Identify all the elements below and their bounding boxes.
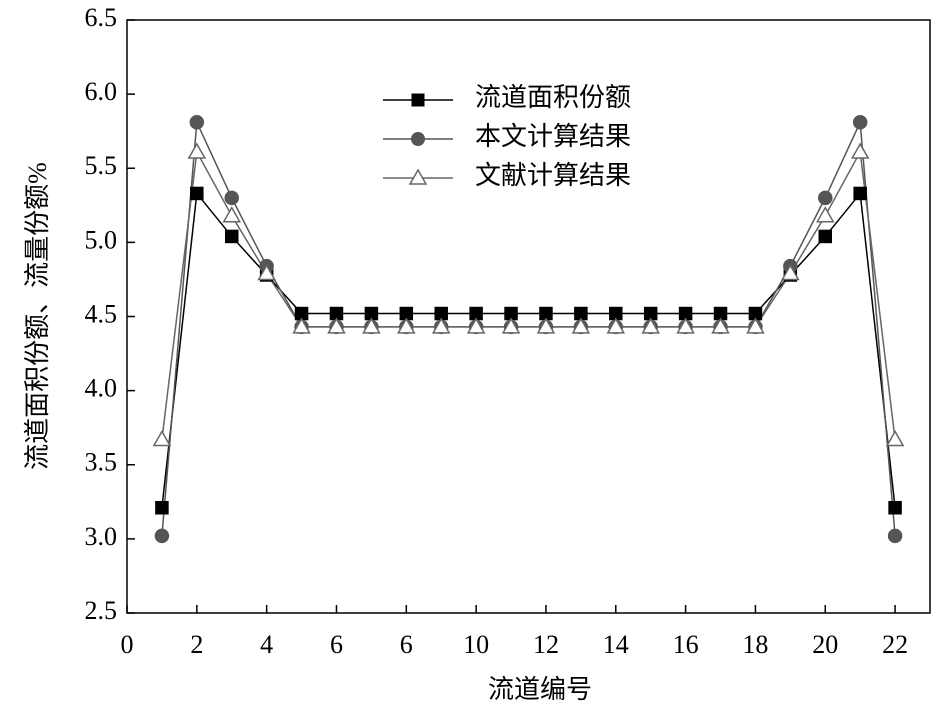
square-marker — [888, 500, 902, 515]
legend-marker — [408, 168, 428, 185]
x-tick-label: 4 — [260, 630, 273, 659]
x-tick-label: 2 — [190, 630, 203, 659]
y-tick-label: 6.5 — [85, 3, 118, 32]
legend-label: 流道面积份额 — [475, 83, 631, 112]
triangle-marker — [431, 317, 451, 334]
y-axis-label: 流道面积份额、流量份额% — [23, 162, 52, 470]
triangle-marker — [676, 317, 695, 334]
triangle-marker — [571, 317, 591, 334]
circle-marker — [818, 190, 833, 206]
square-marker — [190, 186, 204, 201]
triangle-marker — [536, 317, 556, 334]
series-line — [161, 191, 896, 508]
circle-marker — [224, 190, 239, 206]
x-tick-label: 16 — [673, 630, 699, 659]
x-tick-label: 22 — [882, 630, 908, 659]
x-tick-label: 6 — [330, 630, 343, 659]
y-tick-label: 4.5 — [85, 299, 118, 328]
x-tick-label: 10 — [463, 630, 489, 659]
triangle-marker — [885, 430, 905, 447]
x-axis-label: 流道编号 — [488, 675, 592, 704]
circle-marker — [189, 115, 205, 130]
triangle-marker — [711, 317, 730, 334]
square-marker — [155, 500, 169, 515]
y-tick-label: 6.0 — [85, 77, 118, 106]
y-tick-label: 3.0 — [85, 522, 118, 551]
triangle-marker — [327, 317, 346, 334]
triangle-marker — [746, 317, 765, 334]
legend-label: 文献计算结果 — [475, 161, 631, 190]
legend-marker — [411, 132, 425, 146]
circle-marker — [852, 115, 868, 130]
triangle-marker — [850, 142, 870, 159]
y-tick-label: 3.5 — [85, 448, 118, 477]
triangle-marker — [501, 317, 521, 334]
circle-marker — [154, 528, 170, 544]
x-tick-label: 14 — [603, 630, 629, 659]
triangle-marker — [222, 206, 242, 223]
x-tick-label: 18 — [742, 630, 768, 659]
square-marker — [818, 229, 833, 244]
triangle-marker — [641, 317, 660, 334]
triangle-marker — [466, 317, 486, 334]
triangle-marker — [187, 142, 207, 159]
y-tick-label: 5.5 — [85, 151, 118, 180]
x-tick-label: 12 — [533, 630, 559, 659]
triangle-marker — [397, 317, 416, 334]
series-line — [161, 149, 896, 440]
triangle-marker — [152, 430, 172, 447]
triangle-marker — [292, 317, 311, 334]
x-tick-label: 20 — [812, 630, 838, 659]
y-tick-label: 4.0 — [85, 374, 118, 403]
x-tick-label: 0 — [121, 630, 134, 659]
square-marker — [224, 229, 239, 244]
triangle-marker — [781, 263, 800, 281]
y-tick-label: 2.5 — [85, 596, 118, 625]
triangle-marker — [257, 263, 276, 281]
legend-marker — [411, 93, 425, 107]
triangle-marker — [362, 317, 381, 334]
y-tick-label: 5.0 — [85, 225, 118, 254]
x-tick-label: 6 — [400, 630, 413, 659]
triangle-marker — [815, 206, 835, 223]
circle-marker — [887, 528, 903, 544]
triangle-marker — [606, 317, 626, 334]
square-marker — [853, 186, 867, 201]
legend-label: 本文计算结果 — [475, 122, 631, 151]
